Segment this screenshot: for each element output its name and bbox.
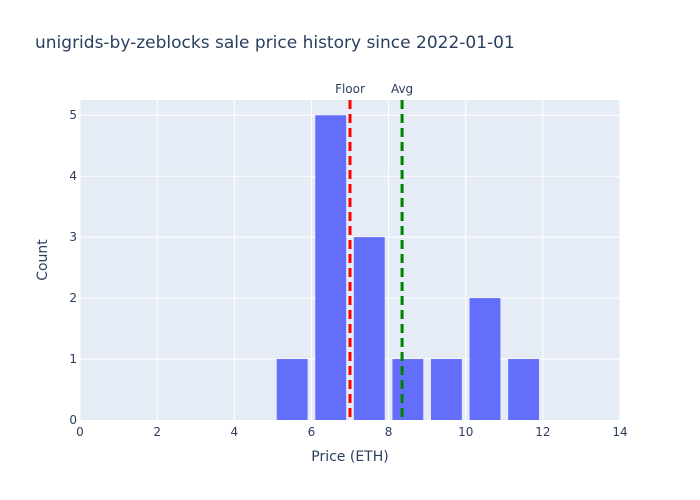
reference-lines: Floor Avg: [335, 82, 413, 420]
y-tick-label: 2: [69, 291, 77, 305]
x-tick-label: 8: [385, 425, 393, 439]
x-tick-label: 12: [535, 425, 550, 439]
reference-label-avg: Avg: [391, 82, 413, 96]
x-tick-label: 14: [612, 425, 627, 439]
histogram-bar: [392, 359, 424, 420]
y-axis-label: Count: [35, 239, 51, 281]
y-tick-labels: 0 1 2 3 4 5: [69, 108, 77, 427]
histogram-bar: [508, 359, 539, 420]
histogram-bar: [431, 359, 462, 420]
x-tick-labels: 0 2 4 6 8 10 12 14: [76, 425, 627, 439]
reference-label-floor: Floor: [335, 82, 365, 96]
y-tick-label: 1: [69, 352, 77, 366]
x-tick-label: 0: [76, 425, 84, 439]
histogram-bar: [353, 237, 385, 420]
histogram-bar: [276, 359, 308, 420]
histogram-bar: [315, 115, 347, 420]
chart-title: unigrids-by-zeblocks sale price history …: [35, 33, 515, 53]
x-tick-label: 4: [230, 425, 238, 439]
y-tick-label: 0: [69, 413, 77, 427]
histogram-bar: [469, 298, 501, 420]
x-tick-label: 2: [153, 425, 161, 439]
y-tick-label: 4: [69, 169, 77, 183]
bars: [276, 115, 539, 420]
x-tick-label: 6: [308, 425, 316, 439]
y-tick-label: 3: [69, 230, 77, 244]
x-tick-label: 10: [458, 425, 473, 439]
x-axis-label: Price (ETH): [311, 449, 388, 465]
y-tick-label: 5: [69, 108, 77, 122]
